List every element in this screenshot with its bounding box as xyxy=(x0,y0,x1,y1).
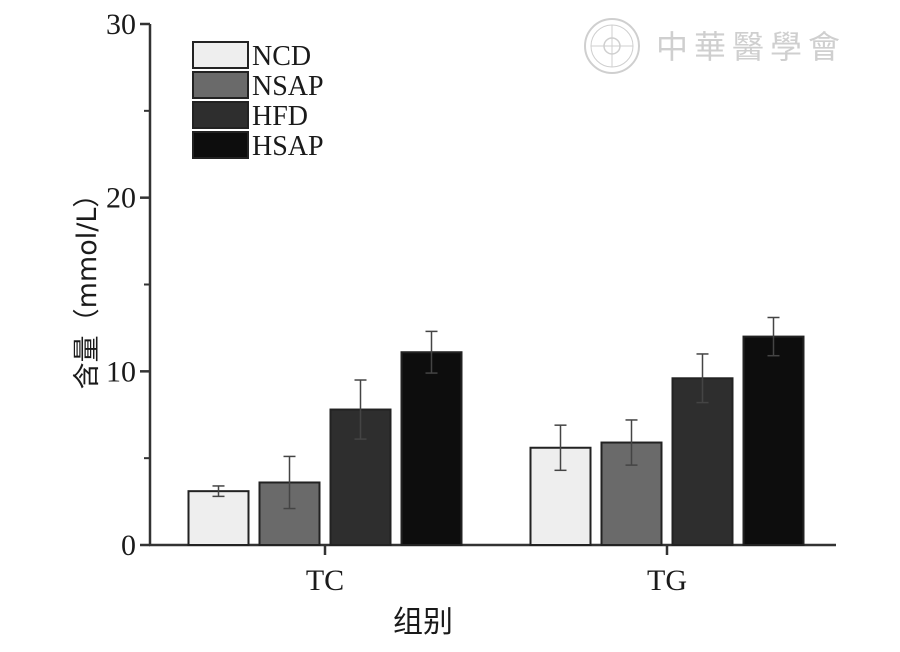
legend-label-hsap: HSAP xyxy=(252,131,324,162)
bar-series xyxy=(187,316,805,547)
watermark: 中華醫學會 xyxy=(584,18,846,74)
legend-label-nsap: NSAP xyxy=(252,71,324,102)
y-tick-label: 10 xyxy=(106,355,136,388)
y-axis-label: 含量（mmol/L） xyxy=(72,181,103,390)
bar-hsap-tg xyxy=(742,335,805,546)
x-tick-label: TG xyxy=(647,564,687,597)
x-tick-label: TC xyxy=(306,564,344,597)
y-tick-label: 20 xyxy=(106,182,136,215)
bar-hsap-tc xyxy=(400,351,463,547)
legend-swatch-hsap xyxy=(192,131,249,159)
x-axis-ticks: TC TG xyxy=(306,545,687,597)
y-tick-label: 0 xyxy=(121,529,136,562)
y-tick-label: 30 xyxy=(106,8,136,41)
watermark-text: 中華醫學會 xyxy=(656,28,846,66)
legend-label-ncd: NCD xyxy=(252,41,311,72)
legend-swatch-hfd xyxy=(192,101,249,129)
y-axis-ticks: 0 10 20 30 xyxy=(106,8,150,562)
x-axis-label: 组别 xyxy=(393,605,453,640)
legend-swatch-ncd xyxy=(192,41,249,69)
legend-label-hfd: HFD xyxy=(252,101,308,132)
legend-swatch-nsap xyxy=(192,71,249,99)
bar-ncd-tc xyxy=(187,490,250,546)
watermark-seal-icon xyxy=(584,18,640,74)
